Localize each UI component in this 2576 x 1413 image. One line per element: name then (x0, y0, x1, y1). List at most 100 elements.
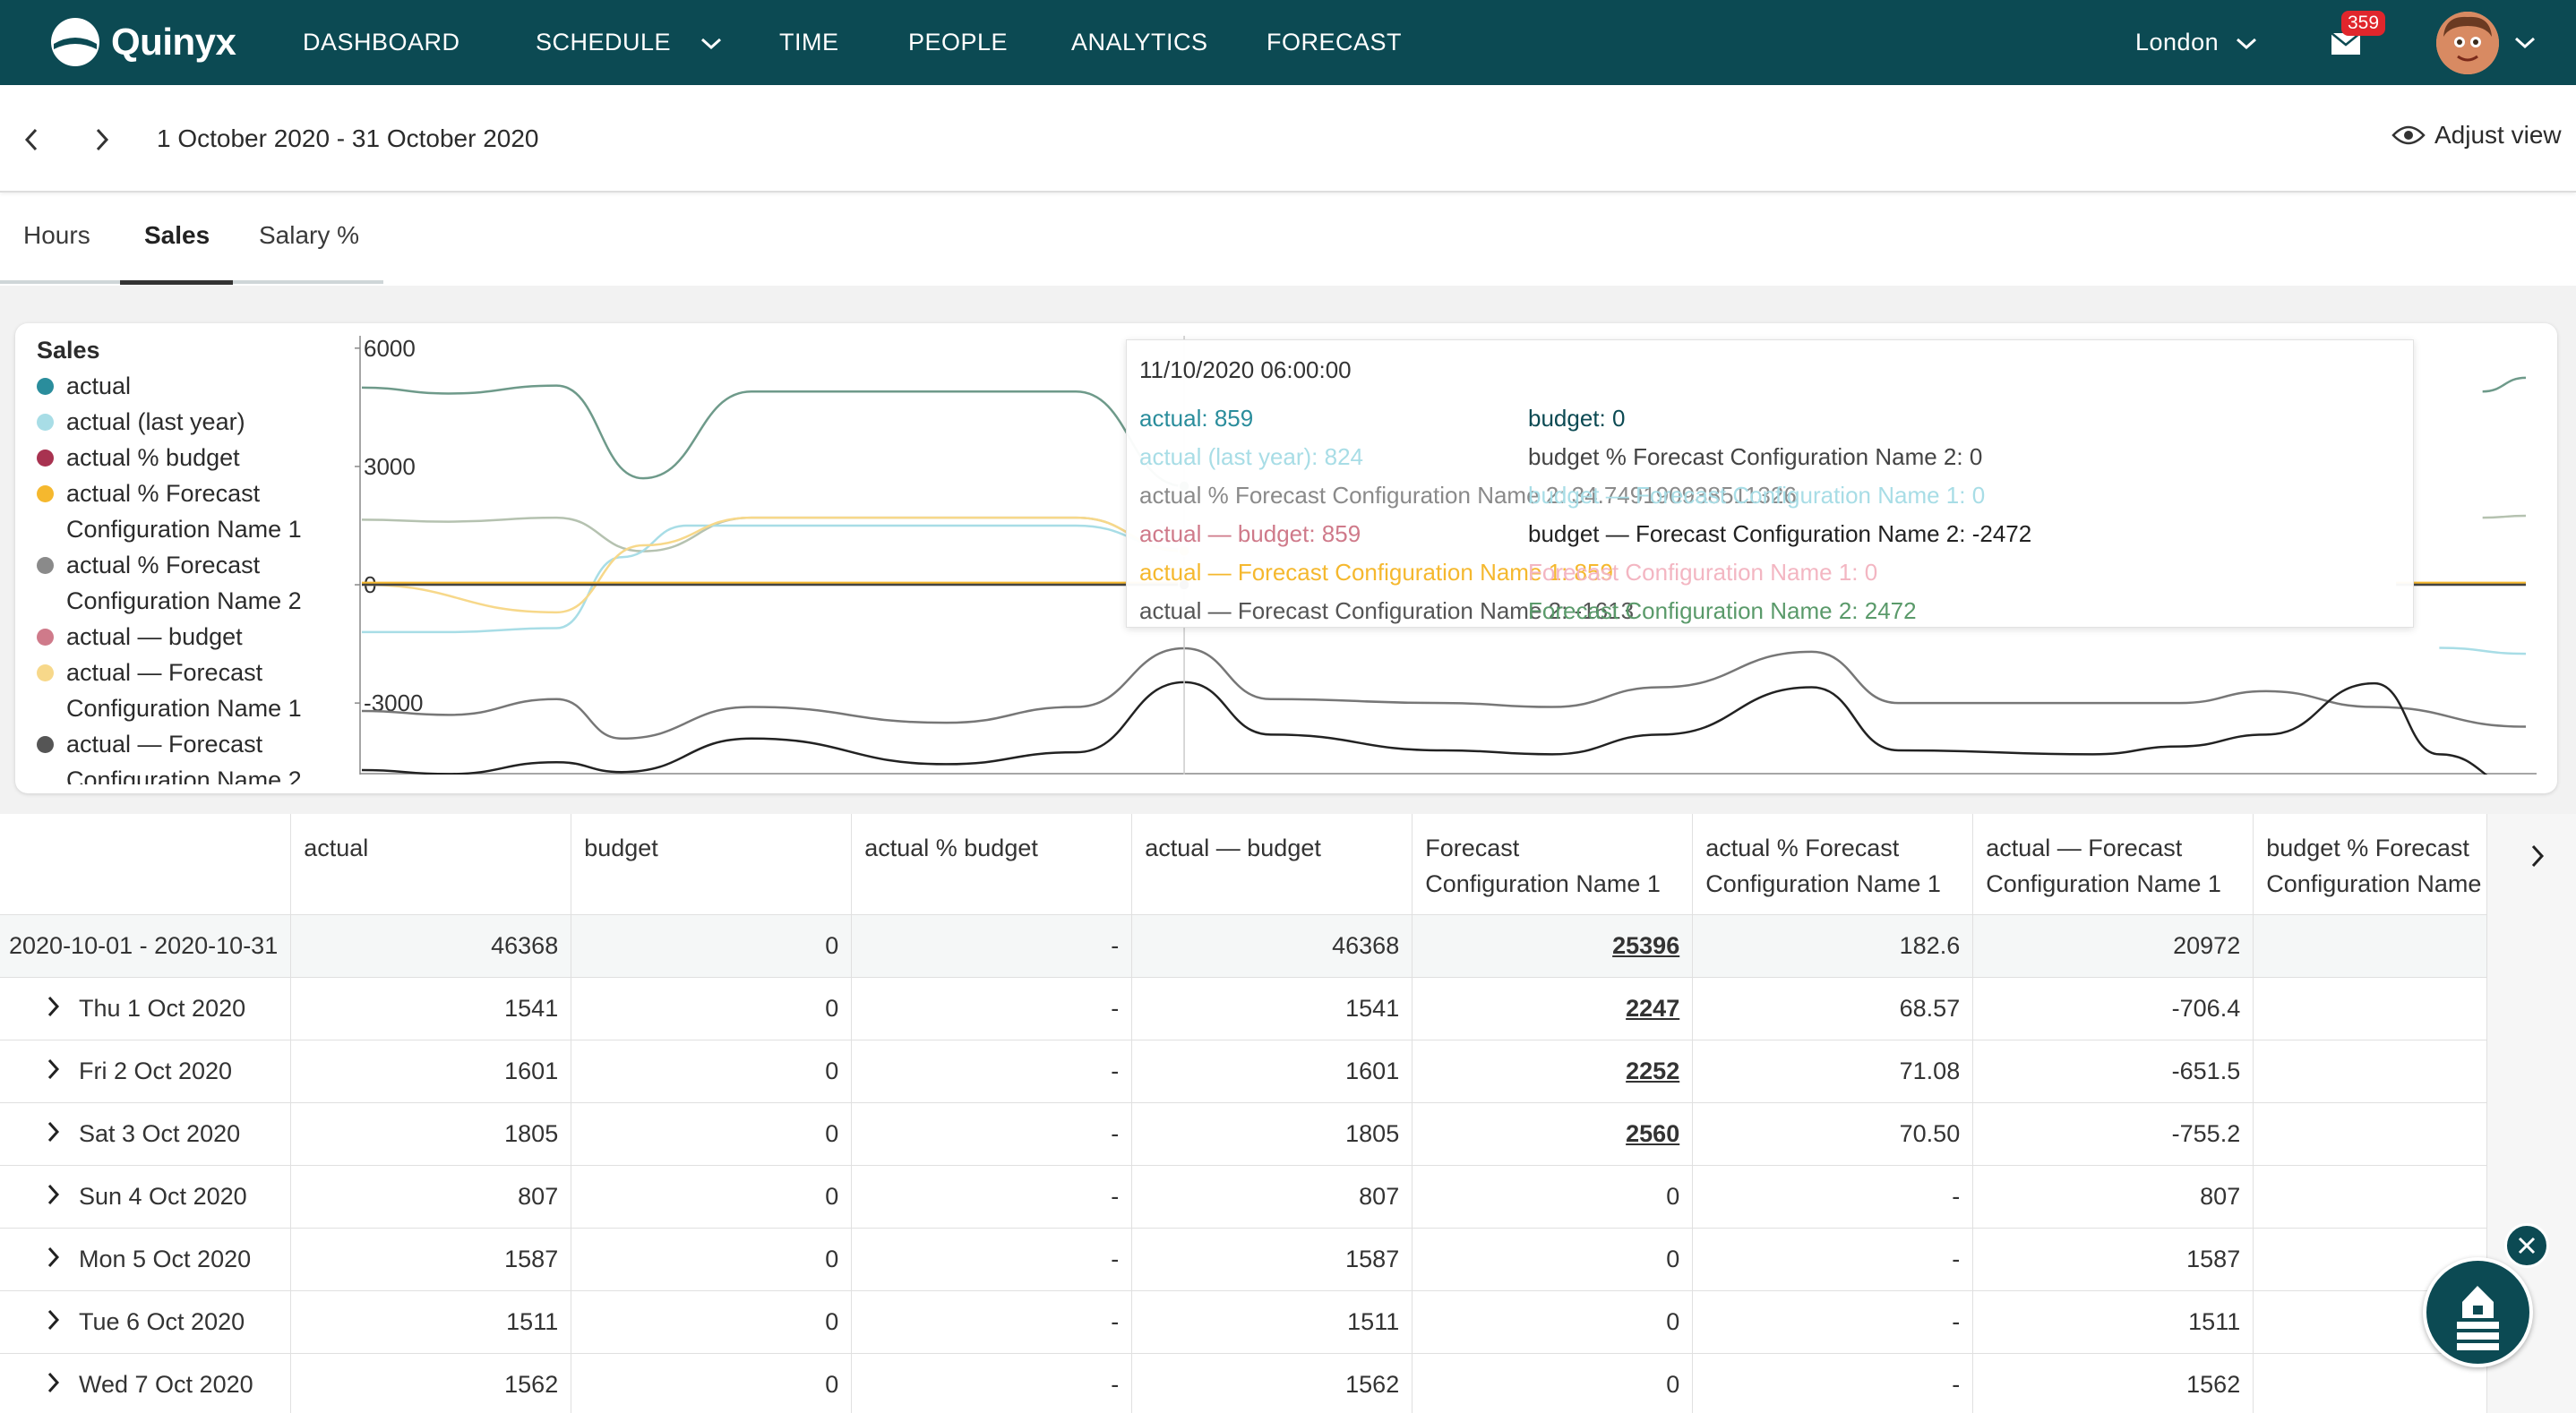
column-header-line: Forecast (1425, 835, 1520, 861)
tooltip-line: budget — Forecast Configuration Name 2: … (1528, 520, 2032, 547)
column-header[interactable]: Forecast Configuration Name 1 (1412, 814, 1694, 915)
forecast-value-link[interactable]: 25396 (1612, 931, 1680, 959)
expand-row-chevron-icon[interactable] (45, 1120, 63, 1143)
table-cell: 1805 (290, 1102, 572, 1166)
nav-schedule-label: SCHEDULE (536, 29, 672, 56)
table-cell: -651.5 (1972, 1040, 2254, 1103)
location-selector[interactable]: London (2135, 0, 2258, 85)
legend-item[interactable]: actual (37, 368, 341, 404)
table-cell: - (851, 1228, 1133, 1291)
user-avatar[interactable] (2436, 12, 2499, 74)
legend-item[interactable]: actual — Forecast Configuration Name 2 (37, 726, 341, 784)
table-row[interactable]: Sat 3 Oct 2020 1805 0 - 1805 2560 70.50 -755.2 (0, 1102, 2495, 1166)
nav-forecast[interactable]: FORECAST (1267, 29, 1403, 56)
adjust-view-button[interactable]: Adjust view (2391, 121, 2562, 150)
cell-value: -706.4 (2171, 994, 2241, 1022)
date-range-label[interactable]: 1 October 2020 - 31 October 2020 (157, 124, 539, 152)
column-header[interactable]: actual (290, 814, 572, 915)
total-row[interactable]: 2020-10-01 - 2020-10-31 46368 0 - 46368 25396… (0, 914, 2495, 978)
cell-value: 1541 (504, 994, 559, 1022)
cell-value: 1562 (2186, 1370, 2241, 1398)
legend-item[interactable]: actual % Forecast Configuration Name 2 (37, 547, 341, 619)
expand-row-chevron-icon[interactable] (45, 995, 63, 1018)
column-header-line: Configuration Name 1 (1425, 870, 1661, 897)
table-row[interactable]: Sun 4 Oct 2020 807 0 - 807 0 - 807 (0, 1165, 2495, 1229)
cell-value: 0 (825, 1182, 839, 1210)
expand-row-chevron-icon[interactable] (45, 1183, 63, 1206)
table-cell: 1541 (1131, 977, 1413, 1040)
table-cell: 1511 (1131, 1290, 1413, 1354)
date-toolbar: 1 October 2020 - 31 October 2020 Adjust … (0, 85, 2576, 193)
legend-dot-icon (37, 557, 54, 574)
table-cell: - (1692, 1228, 1974, 1291)
expand-row-chevron-icon[interactable] (45, 1371, 63, 1394)
expand-row-chevron-icon[interactable] (45, 1246, 63, 1269)
nav-schedule[interactable]: SCHEDULE (536, 0, 723, 85)
column-header[interactable]: budget % Forecast Configuration Name (2253, 814, 2495, 915)
table-row[interactable]: Tue 6 Oct 2020 1511 0 - 1511 0 - 1511 (0, 1290, 2495, 1354)
legend-label: actual (66, 373, 132, 399)
column-header[interactable] (0, 814, 292, 915)
cell-value: 1511 (2188, 1307, 2241, 1335)
table-cell: 0 (571, 1228, 853, 1291)
column-header[interactable]: actual % budget (851, 814, 1133, 915)
tab-hours[interactable]: Hours (23, 221, 90, 249)
legend-dot-icon (37, 450, 54, 467)
notifications-button[interactable]: 359 (2329, 11, 2386, 61)
table-row[interactable]: Mon 5 Oct 2020 1587 0 - 1587 0 - 1587 (0, 1228, 2495, 1291)
nav-people[interactable]: PEOPLE (908, 29, 1009, 56)
table-cell: 20972 (1972, 914, 2254, 978)
column-header[interactable]: budget (571, 814, 853, 915)
nav-time[interactable]: TIME (779, 29, 839, 56)
tooltip-line: actual (last year): 824 (1139, 443, 1364, 470)
cell-value: - (1111, 1245, 1120, 1272)
cell-value: 0 (1666, 1245, 1680, 1272)
help-close-button[interactable] (2504, 1223, 2549, 1268)
next-period-icon[interactable] (91, 126, 113, 153)
nav-analytics[interactable]: ANALYTICS (1071, 29, 1208, 56)
series-line (2439, 647, 2527, 655)
expand-row-chevron-icon[interactable] (45, 1058, 63, 1081)
tab-salary-percent[interactable]: Salary % (259, 221, 360, 249)
user-menu-chevron-down-icon[interactable] (2513, 36, 2537, 50)
series-line (361, 647, 2527, 741)
column-header[interactable]: actual % Forecast Configuration Name 1 (1692, 814, 1974, 915)
table-cell: 182.6 (1692, 914, 1974, 978)
table-row[interactable]: Wed 7 Oct 2020 1562 0 - 1562 0 - 1562 (0, 1353, 2495, 1413)
tooltip-line: actual — budget: 859 (1139, 520, 1361, 547)
table-row[interactable]: Thu 1 Oct 2020 1541 0 - 1541 2247 68.57 -706.4 (0, 977, 2495, 1040)
table-cell: 2247 (1412, 977, 1694, 1040)
legend-label: actual % Forecast Configuration Name 1 (66, 480, 302, 543)
cell-value: 0 (825, 1245, 839, 1272)
previous-period-icon[interactable] (21, 126, 43, 153)
table-cell: - (851, 1102, 1133, 1166)
column-header[interactable]: actual — budget (1131, 814, 1413, 915)
forecast-value-link[interactable]: 2247 (1626, 994, 1680, 1022)
table-row[interactable]: Fri 2 Oct 2020 1601 0 - 1601 2252 71.08 -651.5 (0, 1040, 2495, 1103)
quinyx-logo[interactable]: Quinyx (50, 16, 236, 68)
help-chat-button[interactable] (2423, 1257, 2533, 1367)
sales-data-table: actual budget actual % budget actual — budg… (0, 814, 2576, 1413)
table-cell: 1511 (290, 1290, 572, 1354)
expand-row-chevron-icon[interactable] (45, 1308, 63, 1332)
cell-value: 1805 (504, 1119, 559, 1147)
tab-sales[interactable]: Sales (144, 221, 210, 249)
scroll-columns-right-icon[interactable] (2527, 843, 2548, 869)
forecast-value-link[interactable]: 2560 (1626, 1119, 1680, 1147)
legend-item[interactable]: actual % budget (37, 440, 341, 475)
column-header[interactable]: actual — Forecast Configuration Name 1 (1972, 814, 2254, 915)
legend-dot-icon (37, 736, 54, 753)
table-cell: 807 (1131, 1165, 1413, 1229)
table-cell: -755.2 (1972, 1102, 2254, 1166)
chevron-down-icon (701, 38, 722, 49)
legend-dot-icon (37, 664, 54, 681)
cell-value: 1587 (504, 1245, 559, 1272)
legend-item[interactable]: actual % Forecast Configuration Name 1 (37, 475, 341, 547)
forecast-value-link[interactable]: 2252 (1626, 1057, 1680, 1084)
legend-item[interactable]: actual — Forecast Configuration Name 1 (37, 655, 341, 726)
legend-label: actual % budget (66, 444, 240, 471)
legend-item[interactable]: actual — budget (37, 619, 341, 655)
legend-item[interactable]: actual (last year) (37, 404, 341, 440)
nav-dashboard[interactable]: DASHBOARD (303, 29, 460, 56)
